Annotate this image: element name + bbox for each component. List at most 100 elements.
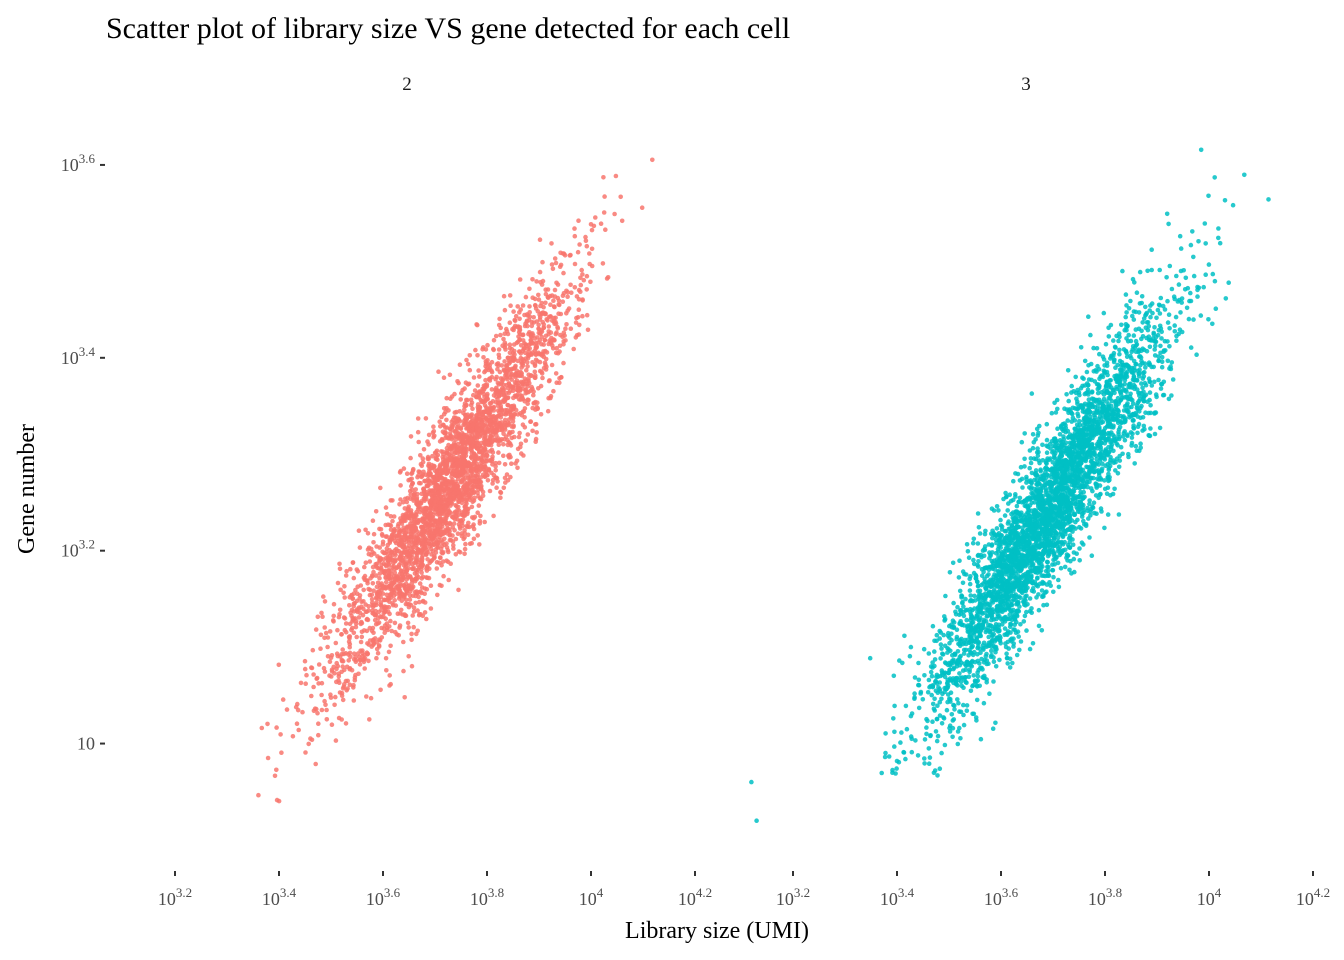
data-point (535, 406, 540, 412)
data-point (342, 584, 347, 589)
data-point (457, 550, 463, 555)
data-point (431, 556, 437, 561)
data-point (280, 697, 286, 702)
data-point (1101, 368, 1107, 374)
data-point (350, 596, 356, 601)
data-point (377, 526, 382, 532)
data-point (373, 608, 378, 614)
data-point (406, 625, 412, 630)
data-point (538, 303, 543, 309)
data-point (414, 501, 420, 507)
data-point (520, 381, 525, 387)
data-point (975, 511, 981, 516)
data-point (926, 746, 932, 751)
data-point (434, 482, 440, 488)
data-point (420, 535, 426, 541)
data-point (485, 439, 490, 445)
data-point (337, 607, 343, 613)
data-point (416, 480, 422, 486)
data-point (384, 668, 389, 673)
data-point (442, 466, 448, 472)
data-point (475, 440, 480, 446)
data-point (337, 566, 343, 572)
data-point (477, 374, 482, 379)
data-point (351, 575, 357, 581)
data-point (375, 621, 381, 626)
data-point (1077, 546, 1082, 551)
data-point (578, 275, 583, 281)
data-point (551, 315, 557, 321)
data-point (336, 674, 342, 679)
data-point (426, 530, 432, 535)
data-point (511, 403, 517, 409)
data-point (410, 481, 415, 486)
data-point (957, 558, 962, 563)
data-point (490, 454, 495, 460)
data-point (932, 649, 937, 654)
data-point (467, 353, 473, 358)
data-point (519, 371, 524, 376)
data-point (580, 313, 585, 319)
data-point (512, 393, 518, 399)
data-point (522, 312, 527, 318)
data-point (470, 440, 476, 445)
data-point (399, 518, 404, 523)
data-point (522, 425, 528, 430)
data-point (501, 442, 506, 447)
data-point (926, 651, 932, 656)
data-point (355, 609, 360, 615)
data-point (580, 297, 585, 302)
data-point (501, 336, 506, 342)
data-point (364, 694, 369, 699)
data-point (519, 365, 524, 370)
data-point (1116, 512, 1122, 517)
data-point (376, 592, 381, 598)
data-point (388, 584, 393, 590)
data-point (544, 317, 549, 322)
data-point (536, 340, 541, 345)
data-point (1044, 450, 1050, 456)
data-point (517, 277, 523, 282)
data-point (520, 409, 526, 414)
data-point (365, 578, 370, 584)
data-point (417, 581, 423, 586)
data-point (315, 710, 320, 716)
data-point (315, 614, 321, 620)
data-point (328, 655, 334, 660)
data-point (557, 343, 563, 349)
data-point (340, 647, 346, 652)
data-point (265, 721, 270, 727)
data-point (363, 602, 369, 607)
data-point (395, 611, 401, 616)
data-point (639, 205, 645, 210)
data-point (479, 460, 484, 465)
data-point (404, 555, 409, 560)
data-point (449, 457, 455, 463)
data-point (461, 434, 467, 440)
data-point (475, 383, 481, 388)
data-point (404, 590, 410, 596)
data-point (427, 499, 432, 504)
data-point (398, 568, 404, 573)
data-point (510, 414, 516, 419)
data-point (414, 631, 419, 637)
data-point (564, 322, 569, 327)
data-point (485, 391, 490, 397)
data-point (883, 731, 888, 736)
data-point (971, 557, 976, 563)
data-point (1036, 607, 1042, 613)
data-point (538, 383, 544, 389)
data-point (370, 518, 376, 523)
data-point (556, 311, 561, 317)
data-point (314, 675, 320, 681)
data-point (920, 697, 926, 702)
data-point (1216, 226, 1221, 231)
data-point (358, 639, 364, 645)
data-point (485, 453, 490, 459)
data-point (529, 323, 535, 329)
data-point (491, 513, 496, 519)
data-point (485, 478, 491, 483)
data-point (442, 516, 447, 521)
data-point (377, 545, 383, 550)
data-point (477, 416, 482, 422)
